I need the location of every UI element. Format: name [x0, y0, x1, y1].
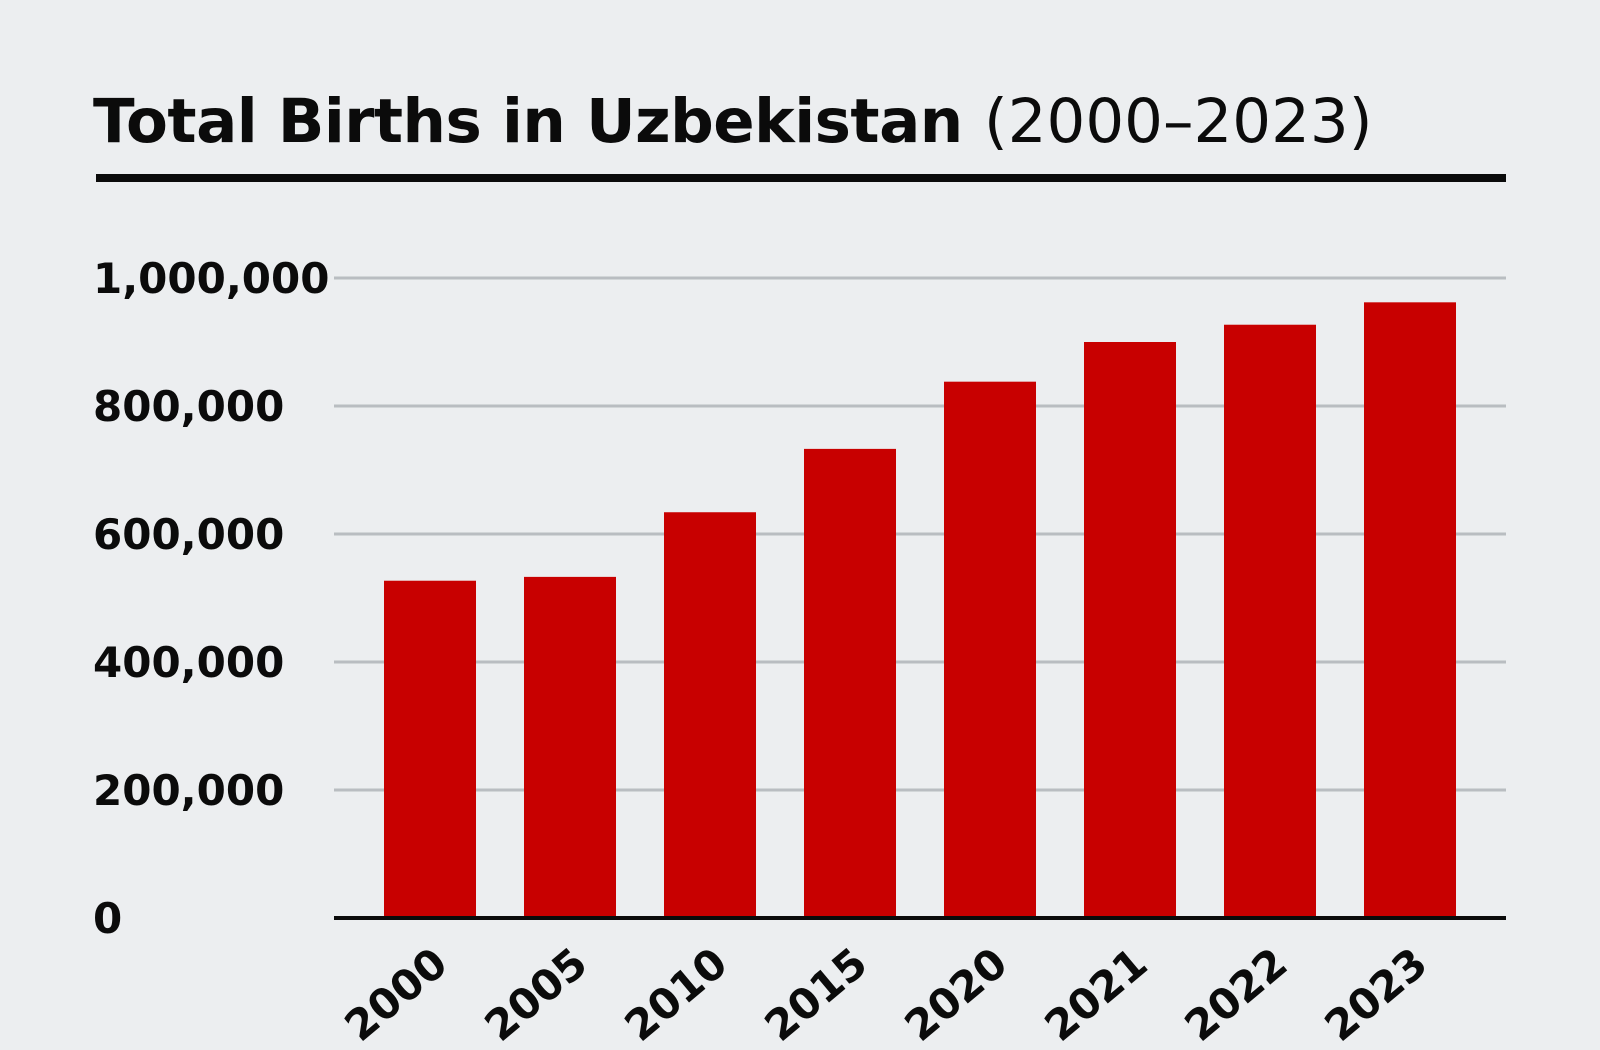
bar-2000: [384, 580, 476, 918]
chart-title: Total Births in Uzbekistan (2000–2023): [93, 82, 1373, 162]
y-tick-label: 400,000: [93, 638, 284, 687]
x-axis-tick-labels: 2000 2005 2010 2015 2020 2021 2022 2023: [335, 938, 1436, 1050]
bar-2005: [524, 576, 616, 918]
bar-2023: [1364, 302, 1456, 918]
title-rule: [96, 174, 1506, 182]
x-tick-label: 2023: [1315, 938, 1436, 1050]
bar-2015: [804, 448, 896, 918]
y-tick-label: 200,000: [93, 766, 284, 815]
x-tick-label: 2020: [895, 938, 1016, 1050]
bar-2020: [944, 381, 1036, 918]
bar-2010: [664, 512, 756, 918]
x-tick-label: 2005: [475, 938, 596, 1050]
y-tick-label: 800,000: [93, 382, 284, 431]
bar-2022: [1224, 324, 1316, 919]
gridlines: [334, 276, 1506, 792]
bar-2021: [1084, 342, 1176, 918]
x-tick-label: 2022: [1175, 938, 1296, 1050]
x-tick-label: 2010: [615, 938, 736, 1050]
y-tick-label: 1,000,000: [93, 254, 329, 303]
x-tick-label: 2021: [1035, 938, 1156, 1050]
y-tick-label: 0: [93, 894, 122, 943]
y-tick-label: 600,000: [93, 510, 284, 559]
chart-title-main: Total Births in Uzbekistan: [93, 86, 963, 157]
y-axis-tick-labels: 0 200,000 400,000 600,000 800,000 1,000,000: [93, 254, 329, 943]
x-tick-label: 2015: [755, 938, 876, 1050]
bars: [384, 302, 1456, 919]
x-tick-label: 2000: [335, 938, 456, 1050]
chart-title-range: (2000–2023): [983, 86, 1373, 157]
